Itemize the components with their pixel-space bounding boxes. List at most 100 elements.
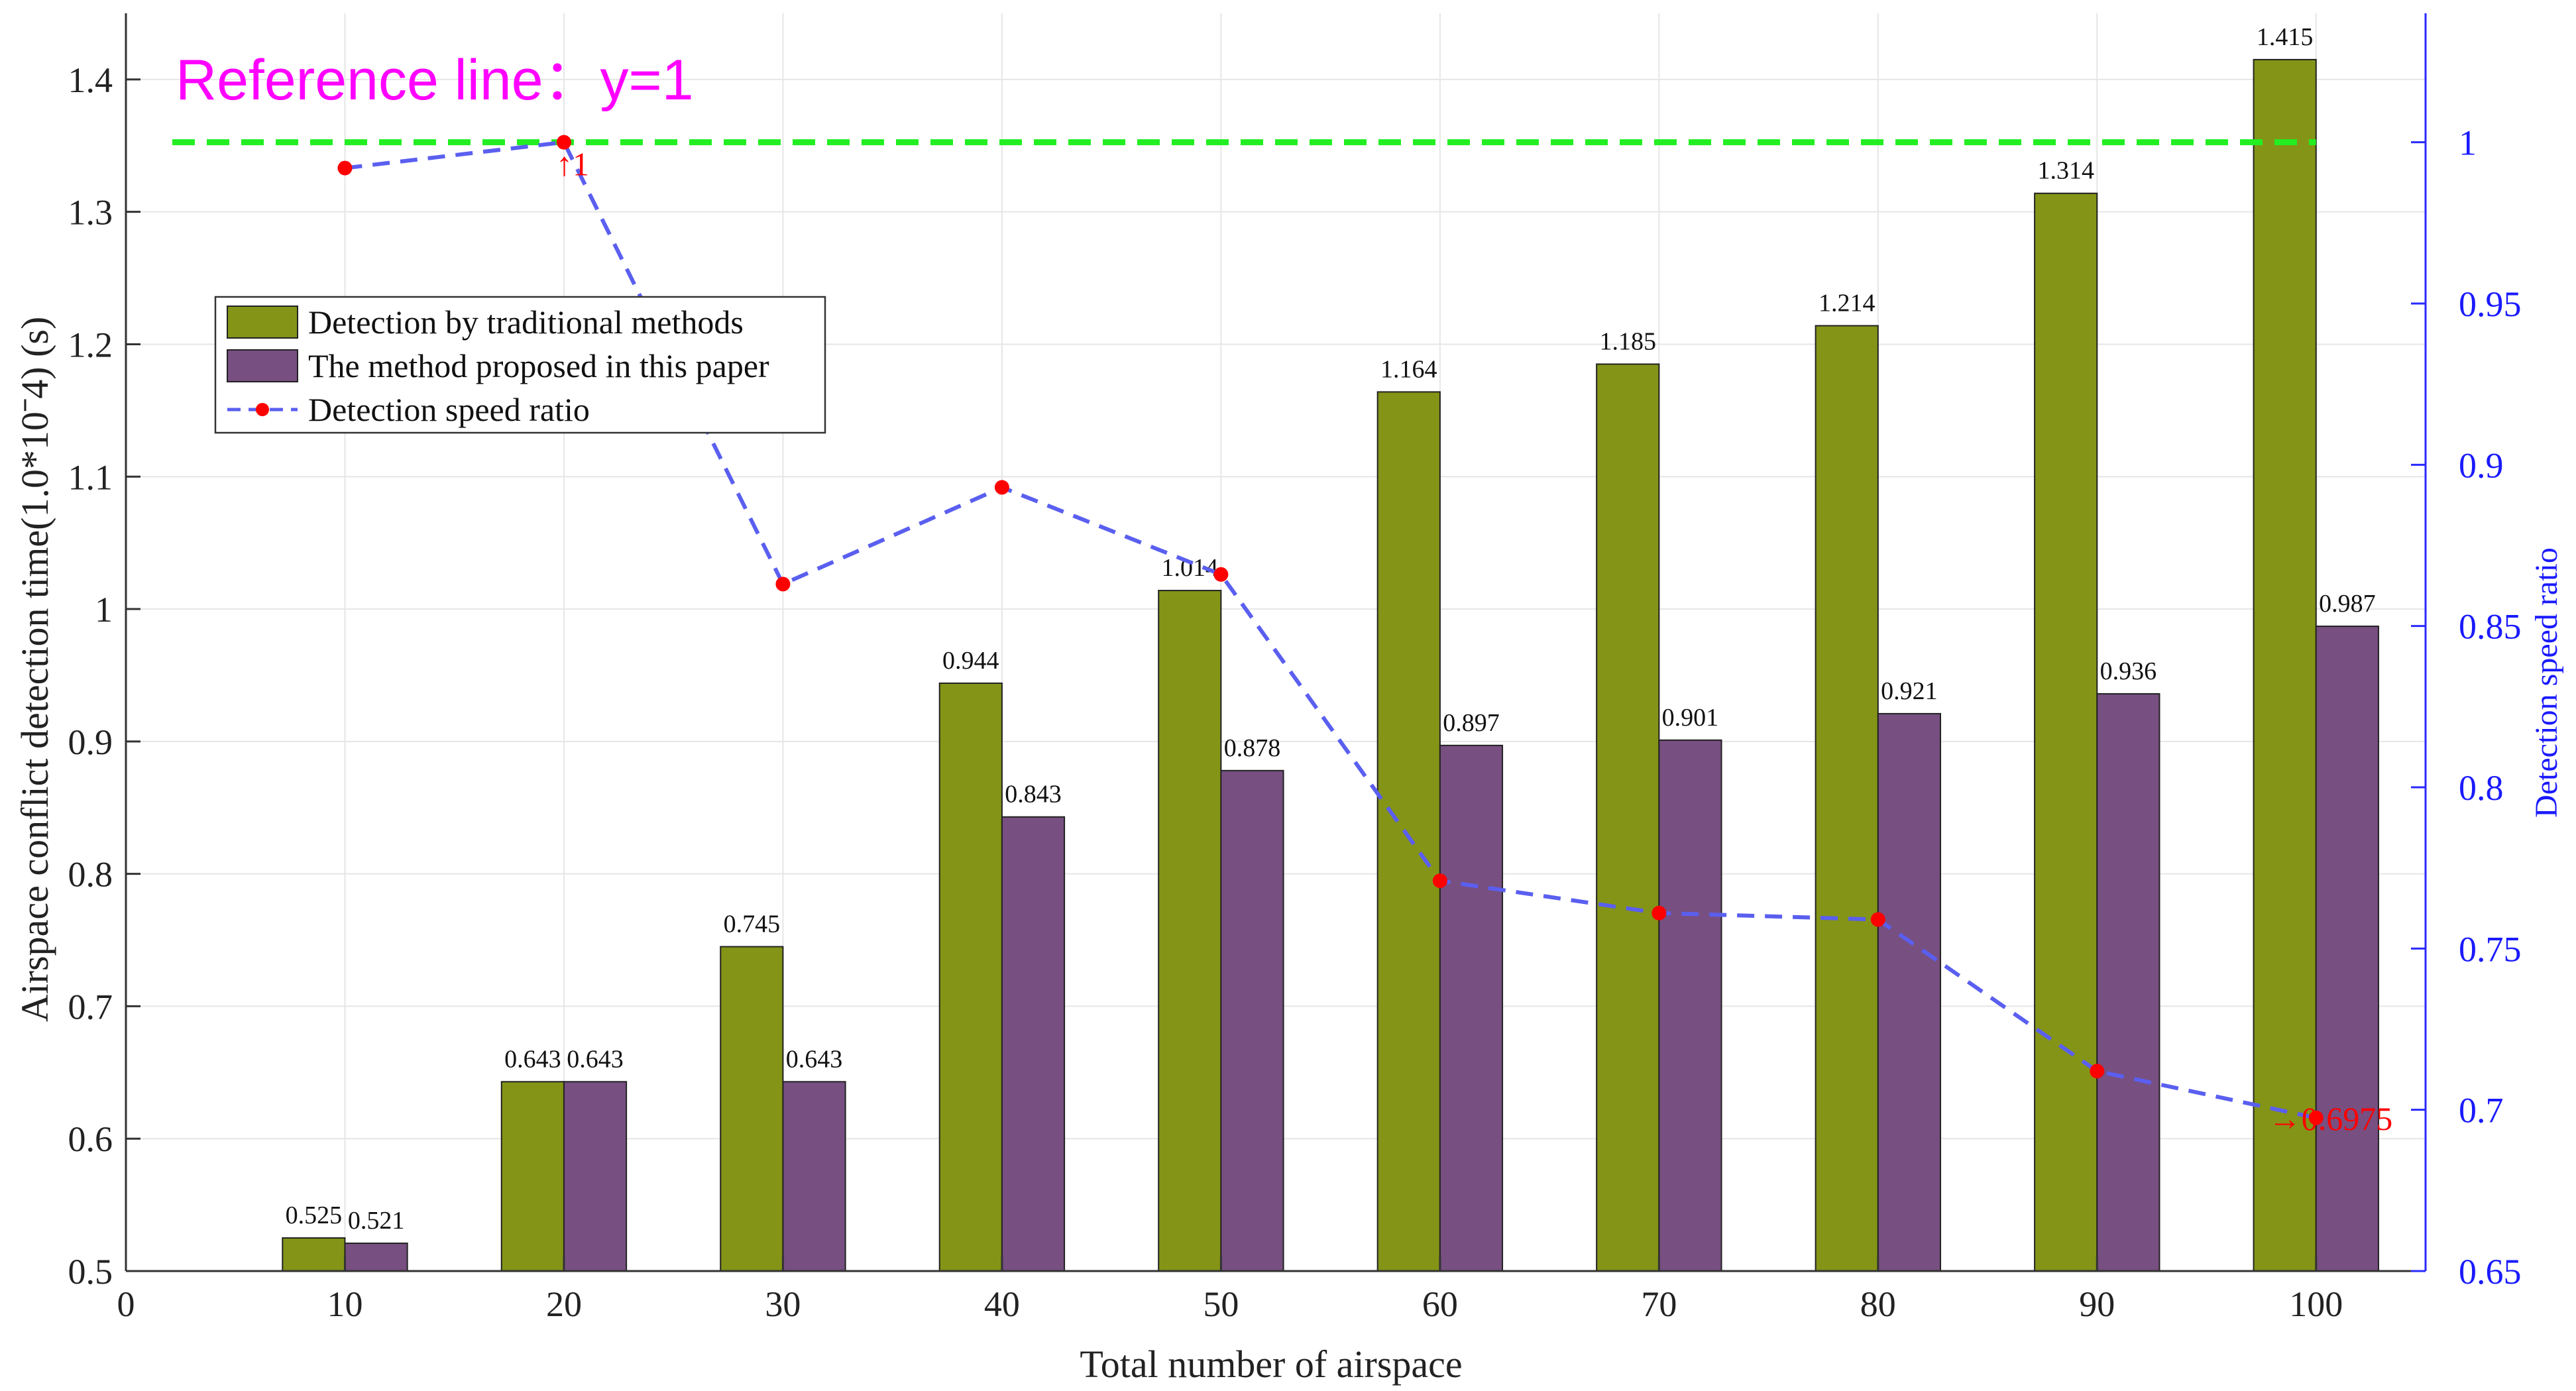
y-tick-label: 1 (95, 590, 113, 630)
legend-label: Detection by traditional methods (308, 304, 744, 341)
y-tick-label: 0.8 (68, 855, 113, 895)
legend-swatch-marker (256, 403, 269, 416)
bar-proposed (782, 1081, 846, 1272)
ratio-line (345, 140, 2317, 1120)
x-tick-label: 60 (1422, 1284, 1458, 1324)
ratio-point (1652, 905, 1667, 920)
legend-swatch (227, 306, 298, 339)
x-tick-label: 70 (1641, 1284, 1677, 1324)
annotations: ↑1 →0.6975 (556, 146, 2392, 1137)
bars (282, 58, 2379, 1272)
legend-label: The method proposed in this paper (308, 347, 769, 384)
bar-data-label: 0.944 (942, 647, 999, 675)
bar-traditional (938, 682, 1003, 1272)
y-axis-label: Airspace conflict detection time(1.0*10ˉ… (13, 317, 56, 1023)
bar-data-label: 0.936 (2100, 657, 2157, 685)
bar-data-label: 0.643 (504, 1045, 561, 1073)
bar-data-label: 0.521 (348, 1207, 405, 1235)
x-tick-label: 0 (117, 1284, 135, 1324)
legend-label: Detection speed ratio (308, 391, 590, 428)
bar-traditional (1376, 391, 1441, 1272)
bar-data-label: 1.314 (2037, 157, 2094, 185)
ratio-point (994, 480, 1009, 495)
x-tick-label: 80 (1860, 1284, 1896, 1324)
bar-proposed (1220, 769, 1284, 1272)
bar-data-label: 0.901 (1662, 704, 1719, 732)
bar-data-label: 0.897 (1443, 709, 1500, 737)
y2-tick-label: 1 (2459, 123, 2477, 163)
axes: 0.5 0.6 0.7 0.8 0.9 1 1.1 1.2 1.3 1.4 0 10 20 30 40 50 6… (68, 13, 2522, 1324)
bar-proposed (1877, 712, 1941, 1272)
y2-tick-label: 0.65 (2459, 1252, 2522, 1292)
bar-proposed (563, 1081, 628, 1272)
y2-tick-label: 0.7 (2459, 1091, 2504, 1131)
y-tick-label: 0.7 (68, 987, 113, 1027)
ratio-point (337, 160, 353, 176)
legend: Detection by traditional methods The meth… (214, 296, 826, 434)
bar-proposed (1001, 816, 1066, 1272)
x-tick-label: 10 (327, 1284, 363, 1324)
bar-traditional (282, 1237, 346, 1272)
y-tick-label: 0.9 (68, 722, 113, 762)
y-tick-label: 0.5 (68, 1252, 113, 1292)
y-tick-label: 0.6 (68, 1119, 113, 1159)
y-tick-label: 1.2 (68, 325, 113, 364)
y-tick-label: 1.1 (68, 457, 113, 497)
bar-traditional (720, 946, 784, 1272)
bar-data-label: 0.643 (786, 1045, 843, 1073)
y2-tick-label: 0.8 (2459, 768, 2504, 808)
y2-tick-label: 0.75 (2459, 929, 2522, 969)
bar-traditional (1815, 325, 1879, 1272)
ratio-point (775, 577, 791, 592)
y-tick-label: 1.4 (68, 60, 113, 100)
bar-data-label: 0.745 (724, 911, 781, 938)
bar-proposed (344, 1243, 408, 1272)
legend-swatch (227, 349, 298, 382)
x-tick-label: 100 (2289, 1284, 2343, 1324)
x-axis-label: Total number of airspace (1080, 1343, 1462, 1386)
bar-traditional (2253, 58, 2317, 1272)
y2-axis-label: Detection speed ratio (2529, 547, 2564, 818)
x-tick-label: 50 (1203, 1284, 1239, 1324)
y2-tick-label: 0.85 (2459, 607, 2522, 647)
reference-line-label: Reference line：y=1 (176, 48, 694, 112)
bar-data-label: 0.921 (1881, 677, 1938, 705)
bar-traditional (1158, 590, 1222, 1272)
bar-proposed (2096, 693, 2160, 1272)
bar-data-label: 0.643 (567, 1045, 624, 1073)
ratio-point (1870, 912, 1885, 927)
bar-data-label: 1.415 (2257, 23, 2314, 51)
legend-box (214, 296, 826, 434)
ratio-point (556, 135, 571, 150)
bar-data-label: 1.214 (1819, 290, 1876, 317)
bar-proposed (1658, 739, 1722, 1272)
bar-proposed (1439, 744, 1504, 1272)
y-tick-label: 1.3 (68, 193, 113, 233)
x-tick-label: 20 (546, 1284, 582, 1324)
bar-traditional (2034, 192, 2098, 1272)
bar-data-label: 0.987 (2319, 590, 2376, 618)
ratio-point (1213, 567, 1229, 582)
bar-traditional (1596, 363, 1660, 1272)
annotation-label: →0.6975 (2268, 1100, 2393, 1137)
bar-value-labels: 0.5250.6430.7450.9441.0141.1641.1851.214… (286, 23, 2376, 1235)
bar-proposed (2315, 626, 2379, 1272)
bar-data-label: 0.878 (1224, 734, 1281, 762)
ratio-point (2308, 1110, 2324, 1125)
y2-tick-label: 0.95 (2459, 284, 2522, 324)
x-tick-label: 90 (2079, 1284, 2115, 1324)
x-tick-label: 40 (984, 1284, 1020, 1324)
bar-data-label: 1.185 (1599, 327, 1656, 355)
ratio-series (337, 135, 2324, 1125)
ratio-point (1432, 873, 1447, 889)
ratio-point (2090, 1064, 2105, 1079)
bar-data-label: 0.843 (1005, 781, 1062, 808)
bar-data-label: 1.164 (1380, 355, 1437, 383)
x-tick-label: 30 (765, 1284, 801, 1324)
y2-tick-label: 0.9 (2459, 445, 2504, 485)
annotation-label: ↑1 (556, 146, 589, 183)
bar-traditional (500, 1081, 565, 1272)
bar-data-label: 0.525 (286, 1201, 343, 1229)
